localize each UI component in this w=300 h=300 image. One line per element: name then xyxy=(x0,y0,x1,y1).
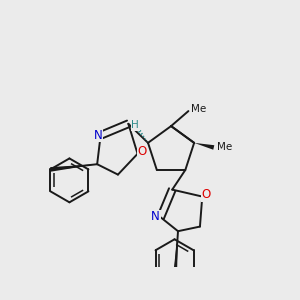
Text: Me: Me xyxy=(191,104,206,114)
Text: O: O xyxy=(137,145,146,158)
Text: Me: Me xyxy=(217,142,232,152)
Text: N: N xyxy=(151,210,160,224)
Text: H: H xyxy=(131,120,139,130)
Polygon shape xyxy=(194,143,214,150)
Text: N: N xyxy=(94,129,102,142)
Text: O: O xyxy=(202,188,211,201)
Polygon shape xyxy=(50,164,97,172)
Polygon shape xyxy=(172,231,178,283)
